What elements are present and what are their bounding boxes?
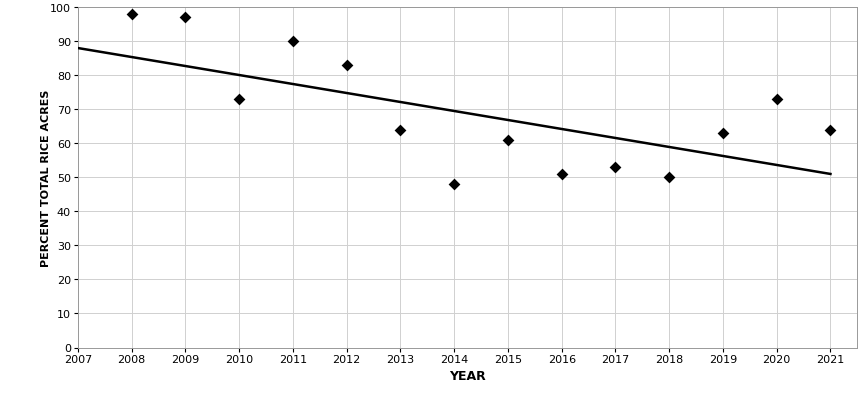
Point	[178, 15, 192, 22]
Point	[286, 39, 300, 45]
Point	[501, 137, 515, 144]
Point	[125, 12, 139, 18]
Point	[232, 97, 246, 103]
Point	[339, 63, 353, 69]
Point	[555, 171, 569, 178]
Point	[716, 130, 730, 137]
Y-axis label: PERCENT TOTAL RICE ACRES: PERCENT TOTAL RICE ACRES	[41, 90, 51, 266]
Point	[662, 175, 676, 181]
Point	[393, 127, 407, 134]
Point	[447, 182, 461, 188]
X-axis label: YEAR: YEAR	[449, 369, 486, 382]
Point	[770, 97, 784, 103]
Point	[824, 127, 837, 134]
Point	[609, 164, 623, 171]
